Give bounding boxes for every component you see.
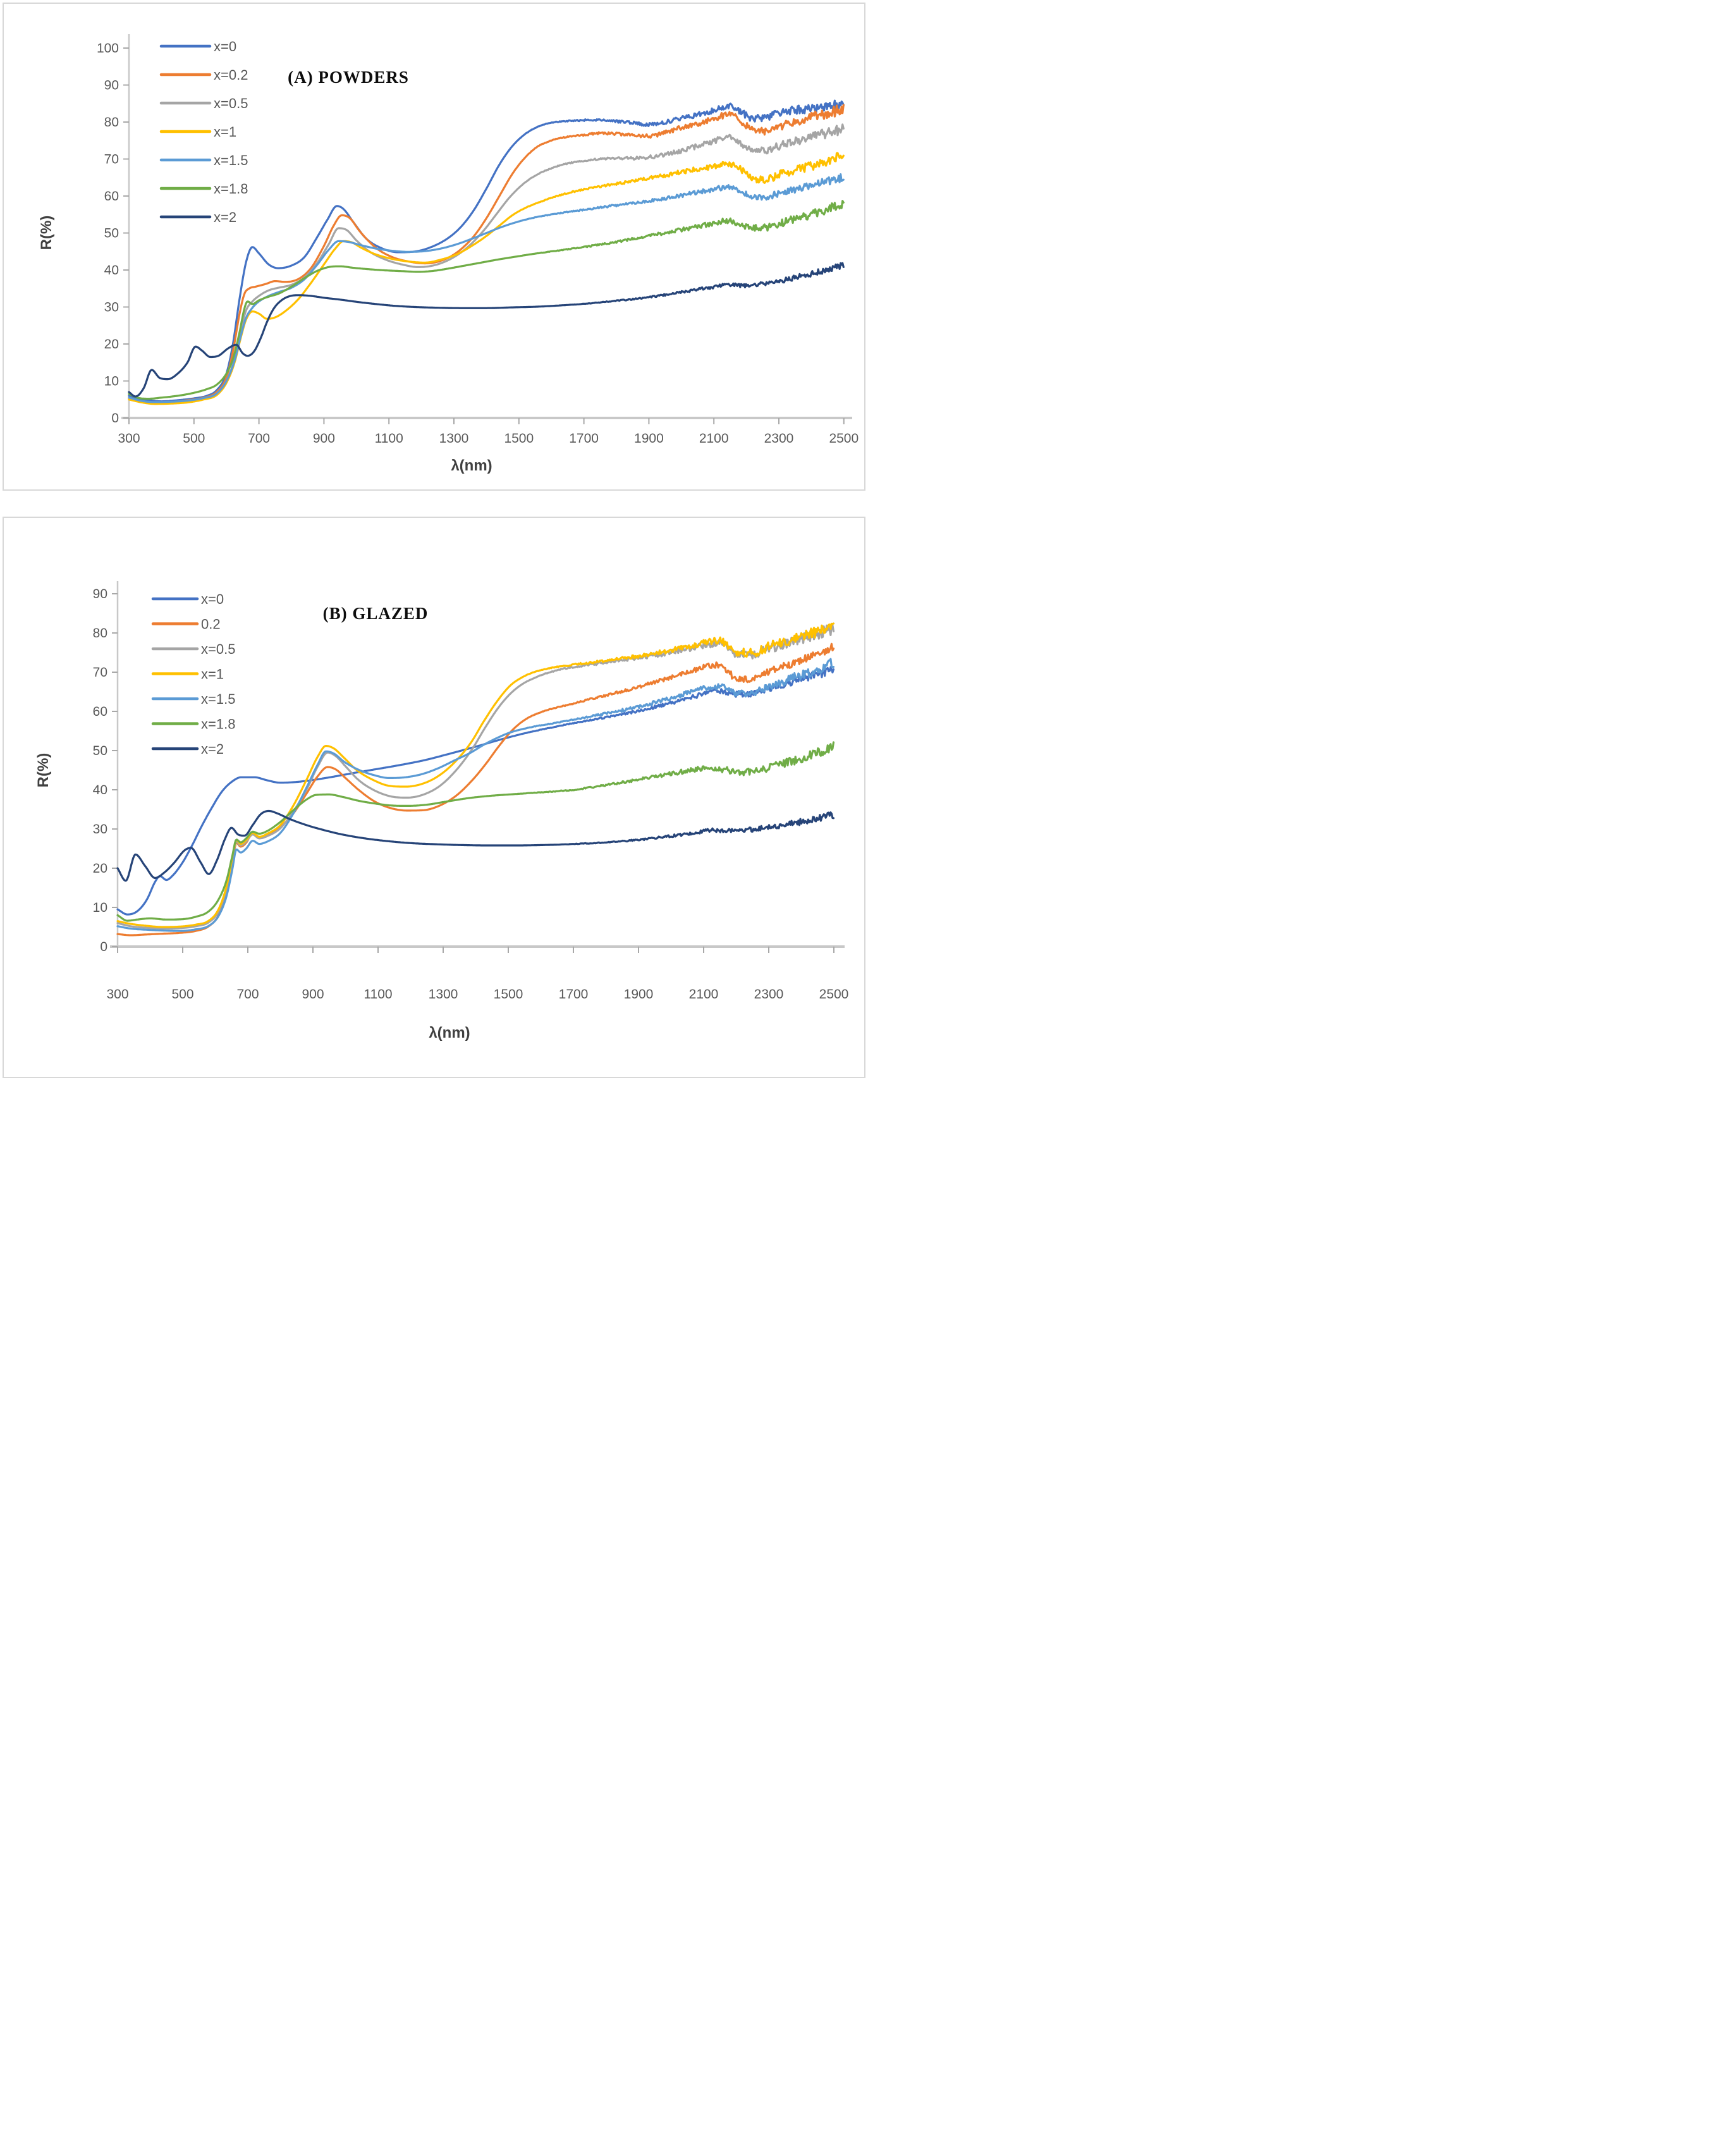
y-tick-label: 90 (104, 78, 119, 93)
glazed-chart-canvas: 0 10 20 30 40 50 60 70 80 90 300 500 700 900 1100 1300 1… (35, 581, 849, 1041)
series-curve-x0.5 (128, 123, 845, 405)
legend-label: x=0.5 (214, 95, 248, 111)
series-curve-x2 (116, 809, 835, 882)
y-tick-label: 10 (104, 374, 119, 389)
powders-chart-canvas: 0 10 20 30 40 50 60 70 80 90 100 300 500 700 900 1100 13… (38, 34, 859, 474)
x-tick-label: 2300 (754, 987, 784, 1002)
y-tick-label: 50 (104, 226, 119, 241)
x-tick-label: 2300 (764, 431, 794, 446)
legend-label: x=0.5 (201, 641, 235, 657)
series-curve-x1.8 (116, 741, 835, 922)
y-tick-label: 30 (93, 822, 107, 837)
y-tick-label: 70 (93, 665, 107, 680)
x-tick-label: 900 (313, 431, 335, 446)
y-tick-label: 20 (93, 861, 107, 876)
x-tick-label: 1500 (504, 431, 534, 446)
y-axis-title: R(%) (38, 216, 55, 250)
legend-label: 0.2 (201, 617, 221, 632)
y-tick-label: 50 (93, 744, 107, 758)
legend-label: x=1 (214, 124, 236, 140)
x-tick-label: 1900 (634, 431, 664, 446)
figure-page: 0 10 20 30 40 50 60 70 80 90 100 300 500 700 900 1100 13… (0, 3, 868, 1078)
x-tick-label: 1700 (559, 987, 589, 1002)
legend-label: x=0 (214, 39, 236, 54)
legend-label: x=1.5 (201, 691, 235, 707)
series-curve-x0 (116, 666, 835, 916)
y-tick-label: 0 (100, 940, 107, 954)
y-tick-label: 80 (104, 115, 119, 130)
series-curve-x1.5 (128, 173, 845, 403)
x-tick-label: 1900 (624, 987, 654, 1002)
x-tick-label: 2100 (689, 987, 719, 1002)
legend-label: x=1.8 (201, 716, 235, 732)
series-curve-x1.5 (116, 658, 835, 932)
x-tick-label: 2100 (699, 431, 729, 446)
x-tick-label: 500 (183, 431, 205, 446)
x-tick-label: 1100 (375, 431, 403, 446)
x-axis-title: λ(nm) (429, 1024, 470, 1041)
y-tick-label: 40 (93, 783, 107, 797)
y-tick-label: 30 (104, 300, 119, 315)
y-tick-label: 20 (104, 337, 119, 352)
series-curve-x0.5 (116, 624, 835, 930)
series-curve-x2 (128, 262, 845, 398)
legend-label: x=1.5 (214, 152, 248, 168)
legend-label: x=2 (201, 741, 224, 757)
chart-title: (A) POWDERS (288, 68, 409, 87)
x-axis-title: λ(nm) (451, 457, 492, 474)
legend-label: x=1 (201, 666, 224, 682)
series-curve-x0.2 (128, 104, 845, 403)
legend-label: x=1.8 (214, 181, 248, 197)
y-tick-label: 0 (111, 411, 119, 426)
x-tick-label: 300 (118, 431, 140, 446)
glazed-chart-panel: 0 10 20 30 40 50 60 70 80 90 300 500 700 900 1100 1300 1… (3, 517, 865, 1078)
x-tick-label: 1500 (494, 987, 523, 1002)
powders-chart-panel: 0 10 20 30 40 50 60 70 80 90 100 300 500 700 900 1100 13… (3, 3, 865, 491)
series-curve-x1.8 (128, 200, 845, 400)
x-tick-label: 700 (236, 987, 259, 1002)
x-tick-label: 900 (302, 987, 324, 1002)
legend-label: x=0 (201, 591, 224, 607)
x-tick-label: 1700 (569, 431, 599, 446)
y-tick-label: 40 (104, 263, 119, 278)
chart-title: (B) GLAZED (323, 604, 429, 623)
y-tick-label: 60 (104, 189, 119, 204)
x-tick-label: 2500 (829, 431, 859, 446)
x-tick-label: 300 (106, 987, 128, 1002)
x-tick-label: 500 (171, 987, 193, 1002)
x-tick-label: 1300 (439, 431, 469, 446)
y-tick-label: 10 (93, 900, 107, 915)
legend-label: x=2 (214, 209, 236, 225)
y-tick-label: 90 (93, 587, 107, 601)
legend-label: x=0.2 (214, 67, 248, 83)
y-tick-label: 60 (93, 704, 107, 719)
x-tick-label: 2500 (819, 987, 849, 1002)
y-tick-label: 80 (93, 626, 107, 641)
x-tick-label: 1100 (364, 987, 392, 1002)
x-tick-label: 700 (248, 431, 270, 446)
series-curve-x0 (128, 99, 845, 403)
y-tick-label: 100 (97, 41, 119, 56)
y-tick-label: 70 (104, 152, 119, 167)
y-axis-title: R(%) (35, 753, 52, 788)
x-tick-label: 1300 (429, 987, 458, 1002)
